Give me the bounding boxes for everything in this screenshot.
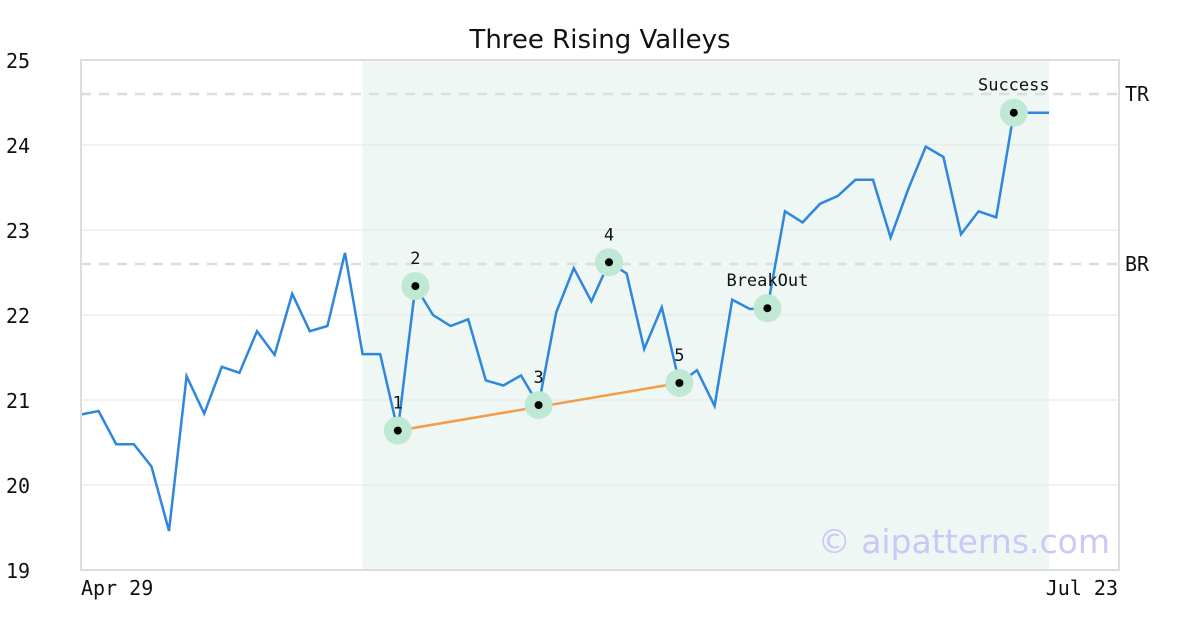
- y-tick-label-24: 24: [6, 134, 30, 158]
- annotation-label-3: 3: [533, 368, 543, 388]
- chart-title: Three Rising Valleys: [468, 25, 730, 55]
- marker-dot-4: [605, 258, 613, 267]
- annotation-label-4: 4: [604, 225, 614, 245]
- marker-dot-2: [411, 282, 420, 291]
- x-tick-label-end: Jul 23: [1046, 576, 1118, 600]
- watermark-text: © aipatterns.com: [818, 522, 1110, 561]
- plot-frame: [80, 59, 1120, 571]
- y-axis-ticks: 19 20 21 22 23 24 25: [6, 49, 30, 583]
- y-tick-label-20: 20: [6, 474, 30, 498]
- y-tick-label-21: 21: [6, 389, 30, 413]
- reference-label-br: BR: [1125, 252, 1150, 276]
- marker-dot-3: [534, 401, 543, 410]
- annotation-label-1: 1: [393, 394, 403, 414]
- reference-label-tr: TR: [1125, 82, 1150, 106]
- annotation-label-success: Success: [978, 76, 1050, 96]
- frame-layer: [80, 59, 1120, 571]
- price-line: [80, 111, 1049, 532]
- annotation-layer: 1 2 3 4 5 BreakOut Success: [393, 76, 1050, 414]
- series-layer: [80, 111, 1049, 532]
- watermark-layer: © aipatterns.com: [818, 522, 1110, 561]
- x-axis-ticks: Apr 29 Jul 23: [81, 576, 1118, 600]
- x-tick-label-start: Apr 29: [81, 576, 153, 600]
- y-tick-label-25: 25: [6, 49, 30, 73]
- annotation-label-5: 5: [674, 346, 684, 366]
- marker-dot-1: [393, 426, 402, 435]
- reference-lines-layer: TR BR: [81, 82, 1150, 276]
- y-tick-label-22: 22: [6, 304, 30, 328]
- y-tick-label-23: 23: [6, 219, 30, 243]
- annotation-label-2: 2: [410, 249, 420, 269]
- y-tick-label-19: 19: [6, 559, 30, 583]
- annotation-label-breakout: BreakOut: [726, 271, 808, 291]
- markers-layer: [383, 98, 1028, 445]
- marker-dot-success: [1009, 108, 1018, 117]
- marker-dot-5: [675, 379, 684, 387]
- marker-dot-breakout: [763, 304, 772, 313]
- grid-layer: [81, 144, 1119, 486]
